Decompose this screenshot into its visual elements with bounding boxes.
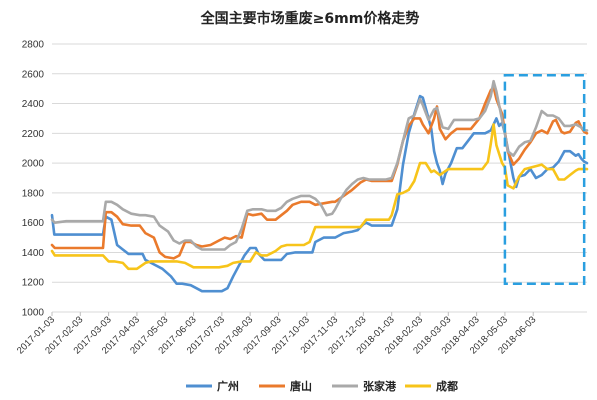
series-layer	[50, 79, 589, 293]
y-tick-label: 1200	[22, 278, 45, 289]
y-tick-label: 2200	[22, 129, 45, 140]
legend: 广州 唐山 张家港 成都	[186, 379, 458, 393]
series-line-2	[50, 85, 589, 260]
series-line-4	[50, 123, 589, 271]
legend-label: 广州	[217, 379, 239, 393]
legend-label: 成都	[436, 379, 458, 393]
chart-title: 全国主要市场重废≥6mm价格走势	[200, 10, 420, 27]
highlight-box	[503, 74, 586, 285]
y-tick-label: 2800	[22, 40, 45, 51]
y-tick-label: 2400	[22, 99, 45, 110]
y-tick-label: 1400	[22, 248, 45, 259]
series-line-1	[50, 94, 589, 293]
y-tick-label: 1600	[22, 218, 45, 229]
y-tick-label: 1000	[22, 308, 45, 319]
series-line-3	[50, 79, 589, 251]
grid-layer	[52, 43, 587, 313]
legend-label: 张家港	[363, 379, 397, 393]
highlight-layer	[503, 74, 586, 285]
y-tick-label: 2600	[22, 69, 45, 80]
y-tick-label: 2000	[22, 159, 45, 170]
y-tick-label: 1800	[22, 188, 45, 199]
legend-label: 唐山	[290, 379, 312, 393]
y-axis: 1000 1200 1400 1600 1800 2000 2200 2400 2600 2800	[22, 40, 45, 319]
x-axis: 2017-01-032017-02-032017-03-032017-04-03…	[15, 312, 538, 356]
